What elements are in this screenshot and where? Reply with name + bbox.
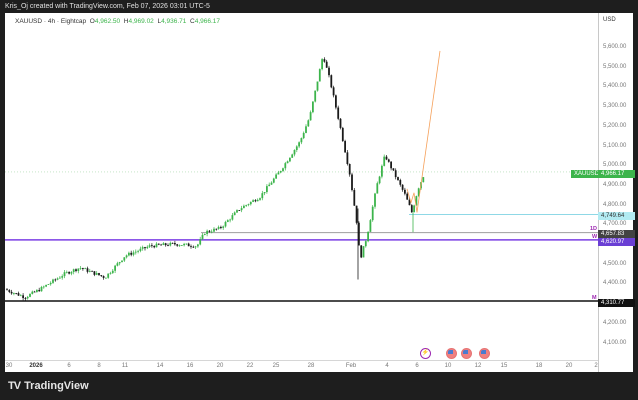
time-tick: 4 xyxy=(385,363,389,369)
high-value: 4,969.02 xyxy=(128,18,154,25)
time-tick: 28 xyxy=(307,363,315,369)
low-value: 4,936.71 xyxy=(161,18,187,25)
price-label: 5,200.00 xyxy=(603,122,627,129)
chart-panel[interactable]: XAUUSD · 4h · Eightcap O4,962.50 H4,969.… xyxy=(5,13,635,373)
currency-label[interactable]: USD xyxy=(603,17,616,23)
level-w-tag: 4,620.97 xyxy=(598,238,635,246)
price-label: 4,900.00 xyxy=(603,181,627,188)
price-label: 5,500.00 xyxy=(603,63,627,70)
time-tick: Feb xyxy=(345,363,357,369)
level-1d-marker: 1D xyxy=(590,226,598,232)
time-tick: 2 xyxy=(594,363,598,369)
price-label: 5,300.00 xyxy=(603,103,627,110)
chart-caption: Kris_Oj created with TradingView.com, Fe… xyxy=(5,3,210,10)
time-tick: 12 xyxy=(474,363,482,369)
price-label: 5,400.00 xyxy=(603,83,627,90)
level-m-marker: M xyxy=(592,295,597,301)
time-tick: 11 xyxy=(121,363,129,369)
level-1d-tag: 4,657.83 xyxy=(598,230,635,238)
time-tick: 2026 xyxy=(29,363,43,369)
open-value: 4,962.50 xyxy=(94,18,121,25)
price-label: 5,000.00 xyxy=(603,162,627,169)
time-tick: 22 xyxy=(246,363,254,369)
time-tick: 6 xyxy=(415,363,419,369)
time-tick: 20 xyxy=(565,363,573,369)
time-axis[interactable]: 30 2026 6 8 11 14 16 20 22 25 28 Feb 4 6 10 12 15 18 20 2 xyxy=(5,360,598,373)
tradingview-footer: TV TradingView xyxy=(8,380,89,392)
time-tick: 8 xyxy=(97,363,101,369)
symbol-line: XAUUSD · 4h · Eightcap xyxy=(15,18,87,25)
price-label: 4,200.00 xyxy=(603,319,627,326)
level-m-tag: 4,310.77 xyxy=(598,299,635,307)
earnings-icon[interactable]: ⚡ xyxy=(420,348,431,359)
time-tick: 18 xyxy=(535,363,543,369)
level-w-marker: W xyxy=(592,234,598,240)
us-flag-icon[interactable] xyxy=(479,348,490,359)
price-label: 4,400.00 xyxy=(603,280,627,287)
level-cyan-tag: 4,749.64 xyxy=(598,212,635,220)
tradingview-logo-icon: TV xyxy=(8,380,21,392)
price-label: 5,600.00 xyxy=(603,44,627,50)
time-tick: 15 xyxy=(500,363,508,369)
brand-name: TradingView xyxy=(24,380,89,392)
time-tick: 16 xyxy=(186,363,194,369)
us-flag-icon[interactable] xyxy=(461,348,472,359)
price-label: 4,800.00 xyxy=(603,201,627,208)
last-price-tag: 4,966.17 xyxy=(598,170,635,178)
price-label: 5,100.00 xyxy=(603,142,627,149)
ohlc-legend: XAUUSD · 4h · Eightcap O4,962.50 H4,969.… xyxy=(15,18,221,25)
price-label: 4,500.00 xyxy=(603,260,627,267)
price-label: 4,700.00 xyxy=(603,221,627,228)
symbol-price-tag: XAUUSD xyxy=(571,170,603,178)
time-tick: 20 xyxy=(216,363,224,369)
time-tick: 25 xyxy=(272,363,280,369)
time-tick: 14 xyxy=(156,363,164,369)
time-tick: 10 xyxy=(444,363,452,369)
candlestick-plot[interactable] xyxy=(5,13,633,372)
close-value: 4,966.17 xyxy=(194,18,221,25)
price-axis-divider xyxy=(598,13,599,372)
time-tick: 6 xyxy=(67,363,71,369)
price-label: 4,100.00 xyxy=(603,339,627,346)
us-flag-icon[interactable] xyxy=(446,348,457,359)
time-tick: 30 xyxy=(5,363,13,369)
